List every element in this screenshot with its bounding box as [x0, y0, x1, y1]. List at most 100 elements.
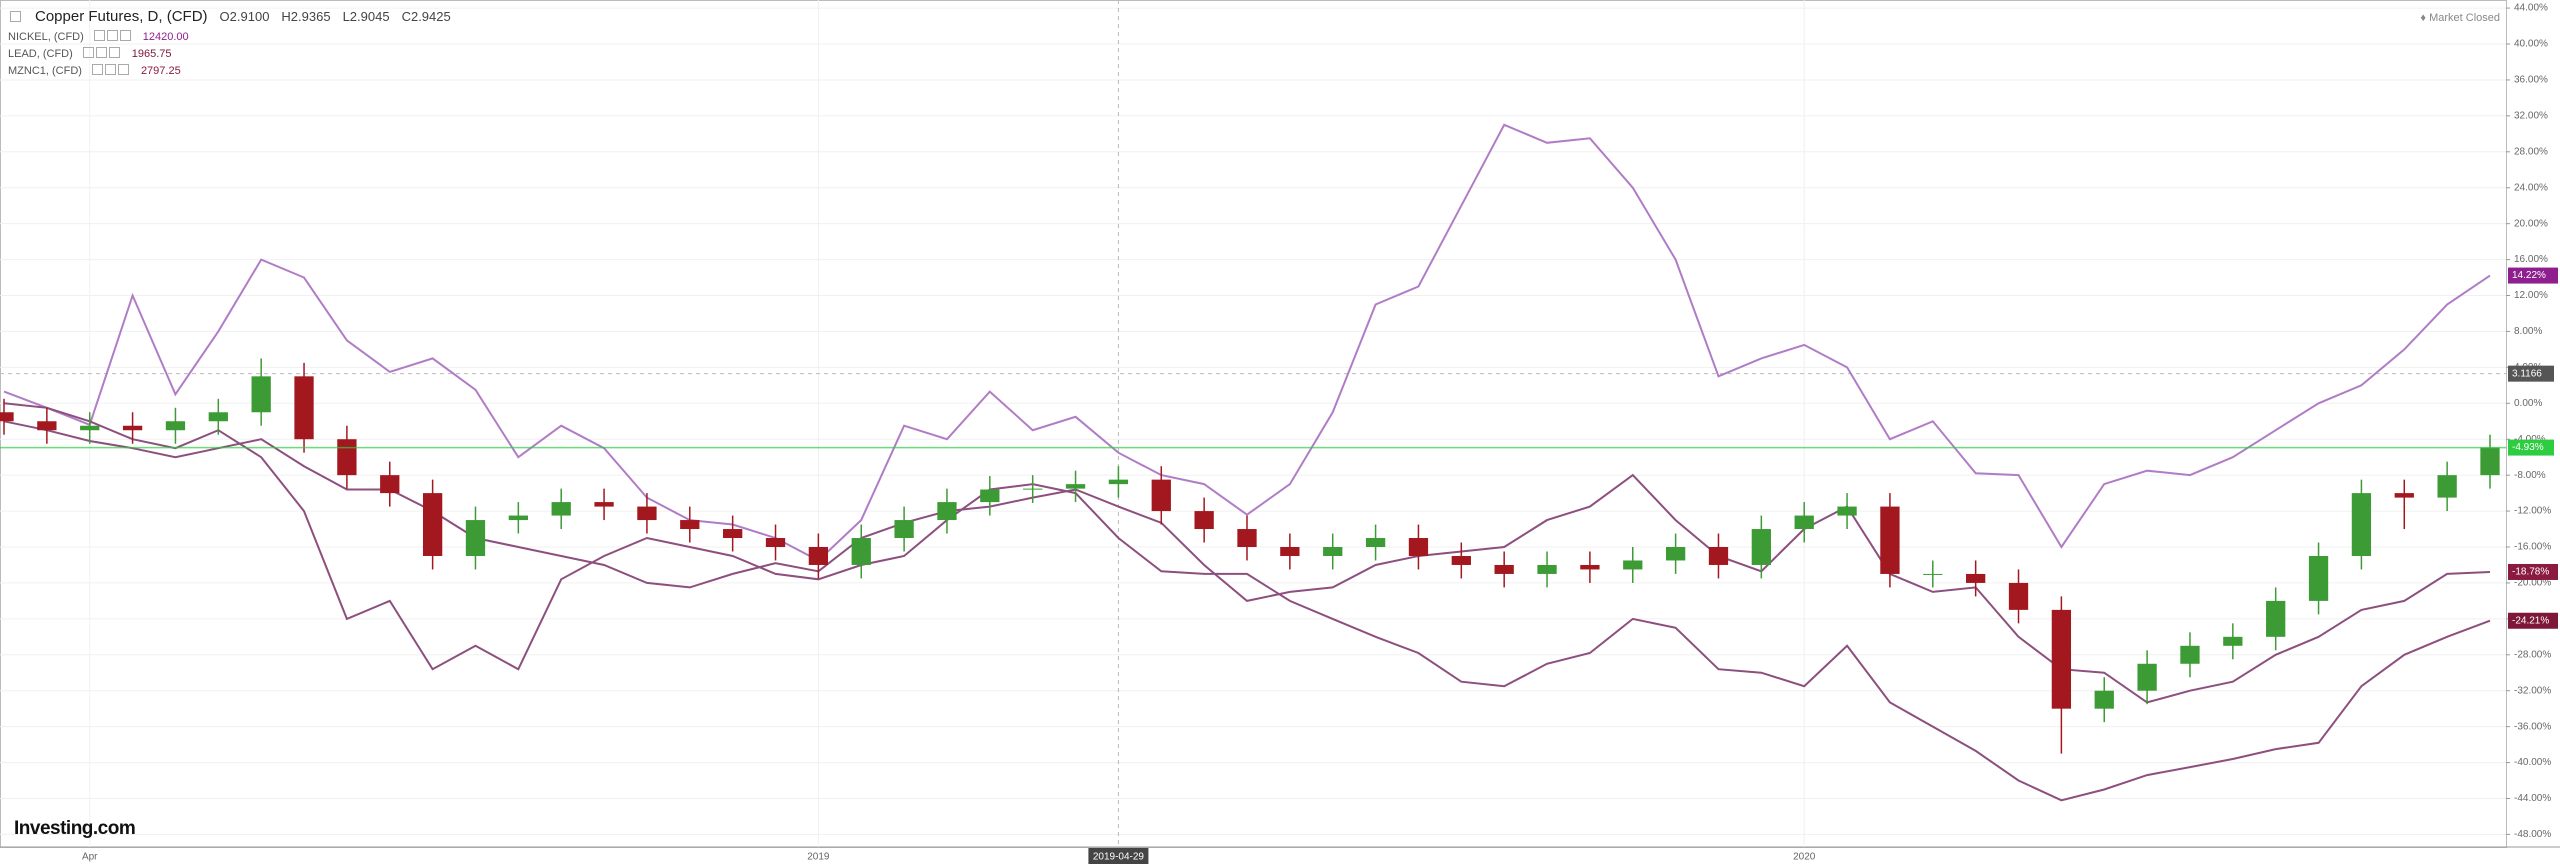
candle-body — [765, 538, 786, 548]
candle-body — [637, 506, 657, 521]
candle-body — [1365, 538, 1386, 548]
series-last-label: 14.22% — [2512, 270, 2546, 281]
ohlc-high: H2.9365 — [281, 9, 331, 24]
ohlc-open: O2.9100 — [219, 9, 270, 24]
y-tick-label: -12.00% — [2514, 506, 2551, 517]
y-tick-label: 0.00% — [2514, 398, 2542, 409]
y-tick-label: 28.00% — [2514, 146, 2548, 157]
series-last-label: -24.21% — [2512, 615, 2549, 626]
candle-body — [980, 489, 1000, 503]
candle-body — [1708, 547, 1729, 565]
last-price-badge — [2508, 439, 2554, 456]
candle-body — [1065, 484, 1086, 489]
candle-body — [1451, 555, 1471, 565]
candle-body — [551, 502, 571, 516]
y-tick-label: 44.00% — [2514, 3, 2548, 14]
x-tick-label: 2020 — [1793, 852, 1816, 863]
legend-entry[interactable]: MZNC1, (CFD) 2797.25 — [8, 64, 181, 78]
candle-body — [2394, 493, 2414, 498]
y-tick-label: -32.00% — [2514, 685, 2551, 696]
legend-icons[interactable] — [93, 30, 133, 44]
candle-body — [2223, 636, 2243, 646]
candle-body — [2437, 475, 2457, 498]
collapse-icon[interactable] — [10, 11, 21, 22]
candle-body — [337, 439, 357, 476]
candle-body — [294, 376, 314, 440]
y-tick-label: 12.00% — [2514, 290, 2548, 301]
candle-body — [1665, 547, 1686, 561]
legend-icons[interactable] — [82, 47, 122, 61]
candle-body — [1023, 488, 1043, 490]
logo: Investing.com — [14, 818, 136, 839]
candle-body — [122, 425, 143, 431]
candle-body — [1151, 479, 1171, 512]
y-tick-label: -36.00% — [2514, 721, 2551, 732]
y-tick-label: -20.00% — [2514, 578, 2551, 589]
series-last-badge — [2508, 267, 2558, 284]
candle-body — [2266, 600, 2286, 637]
candle-body — [1623, 560, 1643, 570]
legend-icons[interactable] — [91, 64, 131, 78]
y-tick-label: -44.00% — [2514, 793, 2551, 804]
x-tick-label: 2019 — [807, 852, 830, 863]
candle-body — [894, 520, 914, 539]
legend-name: MZNC1, (CFD) — [8, 65, 82, 77]
y-tick-label: -28.00% — [2514, 649, 2551, 660]
candle-body — [80, 425, 100, 431]
candle-body — [1323, 547, 1343, 556]
candle-body — [0, 412, 14, 422]
y-tick-label: 20.00% — [2514, 218, 2548, 229]
legend-name: NICKEL, (CFD) — [8, 31, 84, 43]
y-tick-label: 8.00% — [2514, 326, 2542, 337]
candle-body — [851, 538, 871, 565]
chart-title: Copper Futures, D, (CFD) — [35, 8, 208, 25]
compare-line — [3, 420, 2491, 704]
legend-price: 1965.75 — [131, 48, 172, 60]
candle-body — [2480, 447, 2500, 476]
candle-body — [1751, 529, 1771, 565]
legend-entry[interactable]: NICKEL, (CFD) 12420.00 — [8, 30, 189, 44]
y-tick-label: 36.00% — [2514, 75, 2548, 86]
y-tick-label: -16.00% — [2514, 542, 2551, 553]
candle-body — [2351, 493, 2372, 556]
plot-border — [0, 0, 2507, 848]
legend-price: 2797.25 — [140, 65, 181, 77]
candle-body — [2308, 555, 2329, 601]
candle-body — [723, 529, 743, 539]
candle-body — [1580, 564, 1600, 570]
crosshair-price-label: 3.1166 — [2512, 368, 2542, 379]
series-last-label: -18.78% — [2512, 567, 2549, 578]
candle-body — [1794, 515, 1814, 530]
candle-body — [2051, 609, 2072, 709]
y-tick-label: -4.00% — [2514, 434, 2546, 445]
candle-body — [1494, 564, 1514, 574]
market-status-text: Market Closed — [2429, 12, 2500, 24]
candle-body — [251, 376, 271, 413]
market-status: ♦ Market Closed — [2420, 12, 2500, 24]
candle-body — [2094, 690, 2114, 709]
chart-header: Copper Futures, D, (CFD) O2.9100 H2.9365… — [10, 8, 451, 25]
candle-body — [422, 493, 443, 556]
compare-line — [3, 402, 2491, 802]
candle-body — [2137, 663, 2157, 691]
crosshair-date-label: 2019-04-29 — [1093, 852, 1145, 863]
candle-body — [465, 520, 486, 556]
candle-body — [208, 412, 228, 422]
candle-body — [680, 520, 700, 530]
last-price-label: -4.93% — [2512, 442, 2544, 453]
series-last-badge — [2508, 563, 2558, 580]
candle-body — [2180, 645, 2200, 664]
legend-entry[interactable]: LEAD, (CFD) 1965.75 — [8, 47, 172, 61]
y-tick-label: 40.00% — [2514, 39, 2548, 50]
y-tick-label: 16.00% — [2514, 254, 2548, 265]
candle-body — [2008, 582, 2029, 610]
ohlc-low: L2.9045 — [342, 9, 390, 24]
legend-price: 12420.00 — [142, 31, 189, 43]
candle-body — [165, 421, 186, 431]
candle-body — [37, 421, 57, 431]
candle-body — [1966, 573, 1986, 583]
y-tick-label: -8.00% — [2514, 470, 2546, 481]
candle-body — [1108, 479, 1129, 485]
